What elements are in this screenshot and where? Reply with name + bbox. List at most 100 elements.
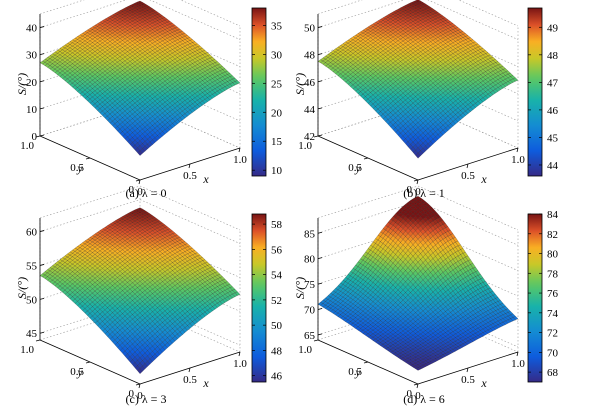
colorbar-tick-label: 25 — [271, 78, 283, 90]
y-axis-label: y — [76, 365, 83, 379]
x-tick-mark — [416, 383, 419, 389]
y-tick-label: 0.5 — [348, 366, 362, 378]
y-tick-label: 1.0 — [298, 344, 312, 356]
z-tick-label: 42 — [304, 131, 315, 143]
z-tick-mark — [317, 107, 323, 110]
z-tick-mark — [39, 26, 45, 28]
y-axis-label: y — [76, 161, 83, 175]
y-tick-label: 0.5 — [348, 162, 362, 174]
z-tick-mark — [39, 297, 45, 300]
z-tick-mark — [39, 230, 45, 232]
y-tick-label: 0 — [129, 184, 135, 196]
z-tick-mark — [317, 282, 323, 285]
z-tick-label: 10 — [26, 104, 38, 116]
z-tick-label: 20 — [26, 77, 38, 89]
y-tick-label: 0.5 — [70, 162, 84, 174]
colorbar-tick-label: 54 — [271, 270, 283, 282]
colorbar-tick-label: 44 — [547, 160, 559, 172]
x-tick-label: 0 — [415, 390, 421, 402]
x-axis-label: x — [480, 172, 487, 186]
y-tick-mark — [85, 157, 91, 160]
x-tick-mark — [516, 147, 519, 153]
z-tick-mark — [317, 257, 323, 260]
y-tick-label: 0 — [407, 388, 413, 400]
z-axis-label: S/(°) — [293, 277, 307, 299]
z-tick-label: 30 — [26, 50, 38, 62]
y-tick-mark — [135, 179, 141, 182]
x-tick-label: 0.5 — [461, 374, 475, 386]
colorbar-tick-label: 47 — [547, 77, 559, 89]
colorbar-tick-label: 76 — [547, 288, 559, 300]
x-tick-label: 0 — [137, 390, 143, 402]
z-tick-label: 50 — [304, 23, 316, 35]
colorbar-tick-label: 58 — [271, 219, 283, 231]
y-tick-label: 0 — [407, 184, 413, 196]
x-axis-label: x — [202, 172, 209, 186]
colorbar-tick-label: 49 — [547, 22, 559, 34]
x-tick-mark — [516, 351, 519, 357]
surface-mesh — [39, 0, 241, 156]
panel-caption: (b) λ = 1 — [403, 186, 445, 200]
z-tick-mark — [39, 264, 45, 266]
z-tick-mark — [39, 80, 45, 83]
z-tick-label: 48 — [304, 50, 316, 62]
colorbar-tick-label: 15 — [271, 136, 283, 148]
y-tick-mark — [135, 383, 141, 386]
colorbar-tick-label: 46 — [547, 105, 559, 117]
x-tick-mark — [416, 179, 419, 185]
y-tick-mark — [313, 135, 319, 138]
z-tick-label: 70 — [304, 305, 316, 317]
colorbar — [527, 213, 543, 383]
colorbar — [527, 7, 543, 177]
z-tick-label: 80 — [304, 254, 316, 266]
z-tick-mark — [317, 231, 323, 234]
colorbar-tick-label: 48 — [547, 50, 559, 62]
colorbar — [251, 213, 267, 383]
colorbar-tick-label: 78 — [547, 268, 559, 280]
y-tick-label: 1.0 — [20, 344, 34, 356]
z-tick-mark — [317, 308, 323, 310]
colorbar-tick-label: 35 — [271, 20, 283, 32]
z-tick-mark — [39, 331, 45, 334]
y-tick-label: 0 — [129, 388, 135, 400]
colorbar-tick-label: 30 — [271, 49, 283, 61]
y-tick-mark — [85, 361, 91, 364]
colorbar-tick-label: 68 — [547, 367, 559, 379]
x-axis-label: x — [480, 376, 487, 390]
z-tick-mark — [317, 80, 323, 83]
y-tick-mark — [413, 383, 419, 386]
z-tick-mark — [39, 53, 45, 56]
z-tick-mark — [317, 53, 323, 56]
x-tick-mark — [238, 351, 241, 357]
colorbar-tick-label: 20 — [271, 107, 283, 119]
y-tick-mark — [35, 339, 41, 342]
colorbar — [251, 7, 267, 177]
y-axis-label: y — [354, 365, 361, 379]
colorbar-tick-label: 50 — [271, 320, 283, 332]
colorbar-tick-label: 56 — [271, 244, 283, 256]
colorbar-tick-label: 84 — [547, 209, 559, 221]
x-tick-label: 0.5 — [461, 170, 475, 182]
x-tick-label: 0.5 — [183, 374, 197, 386]
panel-caption: (a) λ = 0 — [126, 186, 167, 200]
panel-caption: (d) λ = 6 — [403, 392, 445, 406]
colorbar-tick-label: 74 — [547, 308, 559, 320]
y-tick-mark — [363, 157, 369, 160]
z-tick-mark — [39, 134, 45, 137]
x-tick-mark — [188, 163, 191, 169]
z-tick-label: 55 — [26, 260, 38, 272]
surface-mesh — [39, 207, 241, 375]
colorbar-tick-label: 82 — [547, 229, 558, 241]
z-tick-mark — [317, 333, 323, 336]
x-tick-label: 1.0 — [511, 358, 525, 370]
z-tick-label: 85 — [304, 228, 316, 240]
x-tick-label: 1.0 — [233, 154, 247, 166]
z-tick-label: 50 — [26, 294, 38, 306]
surface-mesh — [317, 196, 519, 371]
x-tick-mark — [188, 367, 191, 373]
y-tick-label: 0.5 — [70, 366, 84, 378]
colorbar-tick-label: 10 — [271, 165, 283, 177]
